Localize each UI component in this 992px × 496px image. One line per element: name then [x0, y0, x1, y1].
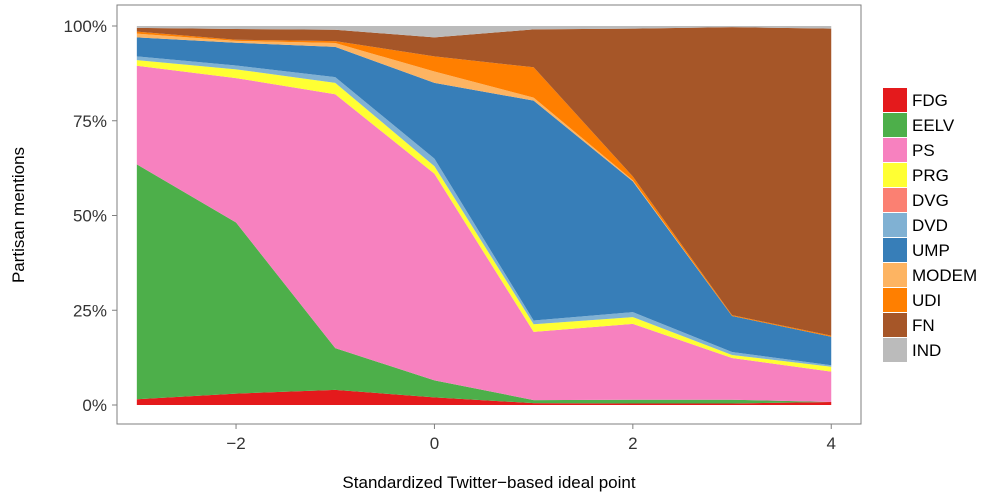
legend-label-ump: UMP — [912, 241, 950, 260]
legend-key-dvd — [883, 213, 907, 237]
legend-label-ps: PS — [912, 141, 935, 160]
legend-key-dvg — [883, 188, 907, 212]
legend-key-udi — [883, 288, 907, 312]
y-tick-label: 50% — [73, 207, 107, 226]
area-ump — [136, 37, 832, 366]
legend-key-prg — [883, 163, 907, 187]
y-tick-label: 75% — [73, 112, 107, 131]
legend-key-ind — [883, 338, 907, 362]
legend: FDG EELV PS PRG DVG DVD UMP MODEM UDI FN IND — [883, 88, 977, 362]
x-tick-label: 2 — [628, 434, 637, 453]
x-tick-label: 0 — [430, 434, 439, 453]
area-ind — [136, 26, 832, 38]
y-axis-title: Partisan mentions — [9, 147, 28, 283]
legend-key-eelv — [883, 113, 907, 137]
legend-label-prg: PRG — [912, 166, 949, 185]
legend-key-fn — [883, 313, 907, 337]
legend-label-modem: MODEM — [912, 266, 977, 285]
y-tick-label: 100% — [64, 17, 107, 36]
x-axis-title: Standardized Twitter−based ideal point — [342, 473, 635, 492]
area-fdg — [136, 389, 832, 405]
y-tick-label: 25% — [73, 301, 107, 320]
x-tick-label: −2 — [226, 434, 245, 453]
legend-label-dvg: DVG — [912, 191, 949, 210]
area-ps — [136, 65, 832, 402]
area-layers — [136, 26, 832, 405]
x-tick-label: 4 — [827, 434, 836, 453]
legend-label-ind: IND — [912, 341, 941, 360]
legend-label-fdg: FDG — [912, 91, 948, 110]
area-fn — [136, 27, 832, 336]
legend-key-ump — [883, 238, 907, 262]
legend-label-fn: FN — [912, 316, 935, 335]
legend-label-udi: UDI — [912, 291, 941, 310]
legend-label-dvd: DVD — [912, 216, 948, 235]
legend-key-modem — [883, 263, 907, 287]
y-axis: 0% 25% 50% 75% 100% — [64, 17, 117, 415]
y-tick-label: 0% — [82, 396, 107, 415]
legend-key-ps — [883, 138, 907, 162]
legend-label-eelv: EELV — [912, 116, 955, 135]
area-eelv — [136, 164, 832, 404]
legend-key-fdg — [883, 88, 907, 112]
x-axis: −2 0 2 4 — [226, 424, 836, 453]
